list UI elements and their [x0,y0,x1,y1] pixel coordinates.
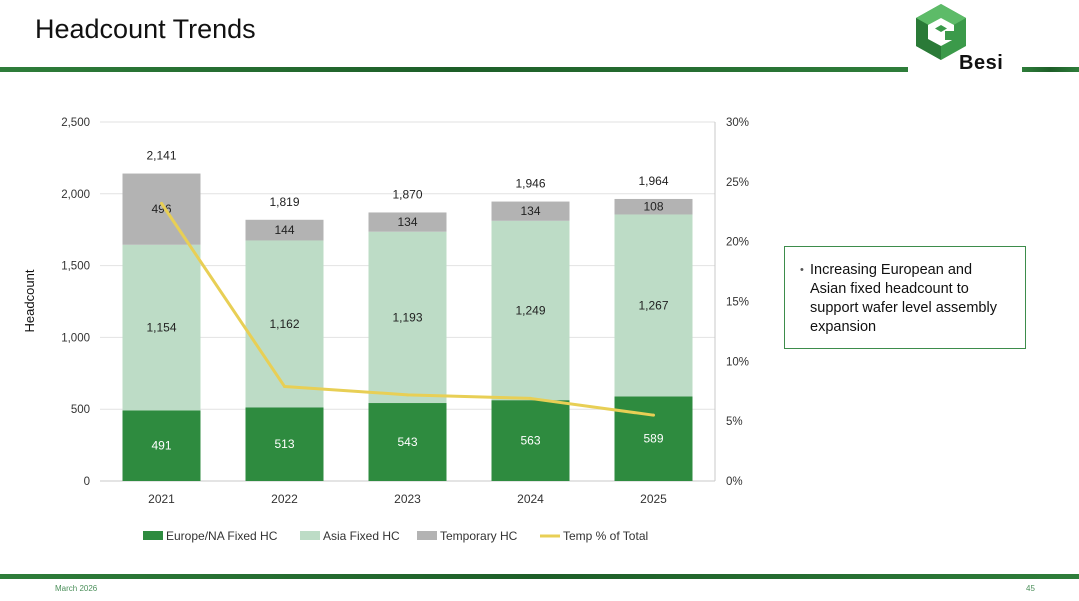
y-tick-label: 2,000 [61,189,90,201]
total-label: 2,141 [146,149,176,163]
data-label: 134 [520,204,540,218]
y2-tick-label: 0% [726,476,743,488]
header-divider-right [1022,67,1079,72]
y-tick-label: 500 [71,404,90,416]
bar-segment [368,231,447,404]
temp-pct-point [529,396,532,400]
temp-pct-point [406,393,409,397]
data-label: 1,249 [515,303,545,317]
bar-segment [245,219,324,241]
callout-bullet: Increasing European and Asian fixed head… [800,261,1011,337]
bar-segment [614,198,693,215]
data-label: 543 [397,435,417,449]
bar-segment [368,212,447,232]
y-tick-label: 1,500 [61,261,90,273]
logo-text: Besi [959,52,1004,74]
data-label: 144 [274,223,294,237]
bar-segment [614,214,693,397]
total-label: 1,964 [638,174,668,188]
data-label: 1,267 [638,298,668,312]
y2-tick-label: 15% [726,297,749,309]
temp-pct-point [160,201,163,205]
legend-label: Europe/NA Fixed HC [166,529,278,543]
data-label: 563 [520,434,540,448]
data-label: 1,162 [269,317,299,331]
bar-segment [122,173,201,245]
callout-box: Increasing European and Asian fixed head… [784,246,1026,349]
data-label: 589 [643,432,663,446]
data-label: 134 [397,215,417,229]
bar-segment [368,403,447,481]
bar-segment [491,220,570,401]
page-title: Headcount Trends [35,14,256,44]
data-label: 491 [151,439,171,453]
data-label: 108 [643,200,663,214]
legend-swatch [417,531,437,540]
bar-segment [245,407,324,481]
legend-label: Temporary HC [440,529,518,543]
footer-date: March 2026 [55,584,98,593]
y-tick-label: 1,000 [61,332,90,344]
y2-tick-label: 30% [726,117,749,129]
legend-label: Asia Fixed HC [323,529,400,543]
header-divider [0,67,908,72]
total-label: 1,870 [392,187,422,201]
page-number: 45 [1026,584,1035,593]
y-tick-label: 2,500 [61,117,90,129]
data-label: 513 [274,437,294,451]
total-label: 1,819 [269,195,299,209]
y-tick-label: 0 [84,476,90,488]
bar-segment [491,400,570,481]
y2-tick-label: 5% [726,416,743,428]
legend-label: Temp % of Total [563,529,648,543]
bar-segment [122,244,201,411]
x-tick-label: 2023 [394,492,421,506]
total-label: 1,946 [515,177,545,191]
y2-tick-label: 20% [726,237,749,249]
besi-logo-icon [916,4,966,60]
legend-swatch [300,531,320,540]
x-tick-label: 2025 [640,492,667,506]
data-label: 1,193 [392,310,422,324]
bar-segment [491,201,570,221]
bar-segment [245,240,324,408]
y-axis-title: Headcount [22,269,37,332]
bar-segment [122,410,201,481]
y2-tick-label: 10% [726,356,749,368]
x-tick-label: 2022 [271,492,298,506]
legend-swatch [143,531,163,540]
footer-divider [0,574,1079,579]
x-tick-label: 2024 [517,492,544,506]
temp-pct-point [283,384,286,388]
data-label: 1,154 [146,321,176,335]
x-tick-label: 2021 [148,492,175,506]
y2-tick-label: 25% [726,177,749,189]
temp-pct-point [652,413,655,417]
